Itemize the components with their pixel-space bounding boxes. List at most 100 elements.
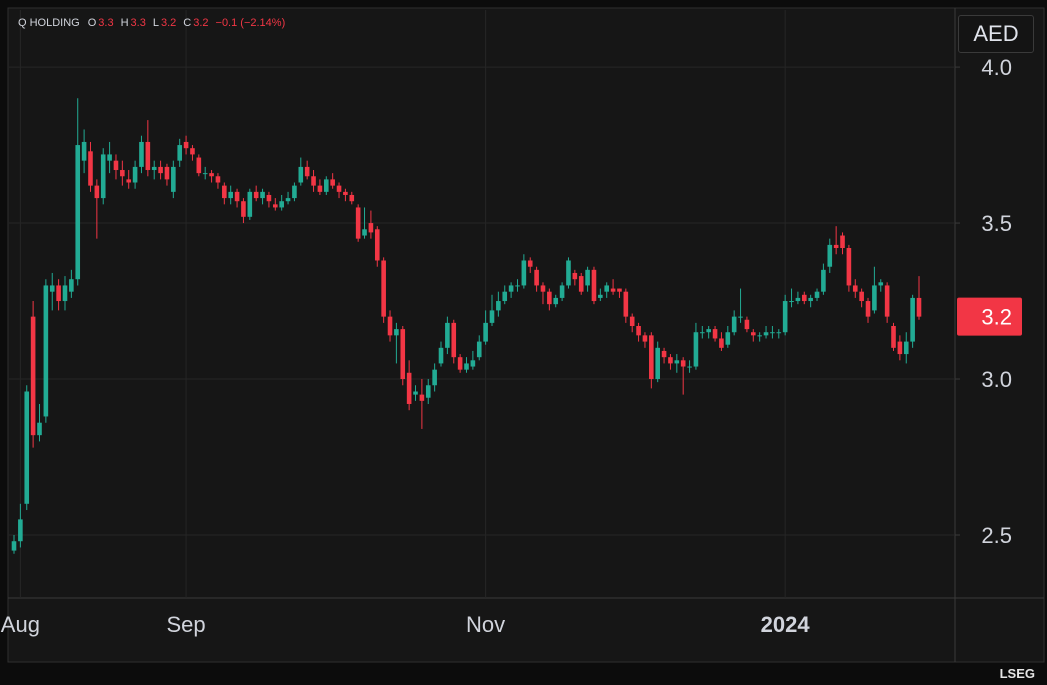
candle-body	[183, 141, 189, 149]
candle-body	[304, 166, 310, 177]
y-tick-label: 3.5	[981, 211, 1012, 236]
candle-body	[145, 141, 151, 171]
ohlc-label: H	[120, 17, 129, 29]
candle-body	[425, 385, 431, 398]
candle-body	[126, 179, 132, 183]
candle-body	[394, 329, 399, 336]
candle-body	[88, 151, 93, 186]
candle-body	[553, 297, 559, 305]
candle-body	[438, 347, 444, 364]
candle-body	[323, 179, 329, 192]
candle-body	[795, 297, 801, 302]
candle-body	[343, 191, 348, 195]
candle-body	[859, 291, 864, 302]
candle-body	[113, 160, 119, 171]
candle-body	[776, 332, 782, 334]
candle-body	[464, 363, 469, 370]
candle-body	[11, 541, 17, 551]
candle-body	[725, 332, 731, 345]
candle-body	[903, 341, 909, 355]
last-price-tag	[957, 297, 1022, 336]
candle-body	[451, 322, 457, 358]
candle-body	[680, 360, 686, 367]
candle-body	[878, 282, 884, 286]
candle-body	[419, 394, 425, 401]
chart-frame	[7, 7, 1045, 663]
candle-body	[636, 325, 641, 336]
currency-button[interactable]: AED	[958, 15, 1034, 53]
candle-body	[171, 166, 176, 192]
candle-body	[120, 170, 125, 177]
candle-body	[687, 366, 692, 368]
ohlc-label: L	[152, 17, 159, 29]
candle-body	[49, 285, 55, 292]
candle-body	[693, 332, 699, 367]
candle-body	[107, 154, 112, 161]
candle-body	[266, 194, 272, 202]
candle-body	[253, 191, 259, 199]
candle-body	[400, 329, 406, 380]
candle-body	[534, 269, 539, 286]
candle-body	[489, 310, 495, 323]
candle-body	[190, 148, 195, 155]
y-tick-label: 3.0	[981, 367, 1012, 392]
candle-body	[916, 297, 922, 317]
candle-body	[470, 360, 476, 367]
candle-body	[164, 166, 170, 180]
candle-body	[355, 207, 361, 239]
candle-body	[814, 291, 820, 298]
candle-body	[840, 235, 845, 249]
candle-body	[668, 357, 673, 364]
candle-body	[215, 176, 221, 183]
candle-body	[311, 176, 316, 186]
candle-body	[247, 191, 253, 217]
candle-body	[801, 294, 807, 302]
candle-body	[298, 166, 304, 183]
candle-body	[317, 185, 323, 192]
candle-body	[24, 391, 30, 504]
candle-body	[591, 269, 597, 302]
candle-body	[661, 350, 667, 358]
candle-body	[496, 301, 501, 311]
candle-body	[547, 291, 552, 305]
candle-body	[381, 260, 386, 317]
candle-body	[738, 316, 743, 318]
candle-body	[578, 276, 584, 292]
candle-body	[476, 341, 482, 358]
candle-body	[81, 141, 87, 161]
candle-body	[177, 145, 183, 161]
candle-body	[56, 285, 61, 302]
candle-body	[285, 198, 291, 202]
candle-body	[846, 248, 852, 286]
candle-body	[598, 294, 603, 298]
candle-body	[649, 335, 654, 380]
ohlc-value: 3.2	[193, 17, 209, 29]
change: −0.1 (−2.14%)	[215, 17, 286, 29]
candle-body	[273, 204, 278, 208]
candle-body	[374, 229, 380, 261]
candle-body	[132, 166, 138, 183]
candle-body	[30, 316, 36, 436]
candle-body	[234, 191, 240, 202]
candle-body	[18, 519, 23, 542]
candle-body	[209, 173, 214, 177]
candle-body	[674, 360, 680, 364]
candle-body	[515, 285, 520, 287]
candle-body	[872, 285, 877, 311]
candle-body	[502, 291, 508, 302]
candle-body	[457, 357, 463, 370]
candle-body	[260, 191, 265, 199]
candle-body	[387, 316, 393, 336]
candle-body	[69, 279, 74, 292]
candle-body	[629, 316, 635, 326]
candle-body	[158, 166, 163, 174]
candle-body	[750, 332, 756, 336]
candle-body	[330, 179, 335, 186]
candle-body	[559, 285, 565, 298]
candle-body	[789, 301, 794, 303]
candle-body	[279, 201, 284, 208]
last-price-label: 3.2	[981, 305, 1012, 330]
candle-body	[610, 288, 616, 292]
candle-body	[292, 185, 297, 199]
